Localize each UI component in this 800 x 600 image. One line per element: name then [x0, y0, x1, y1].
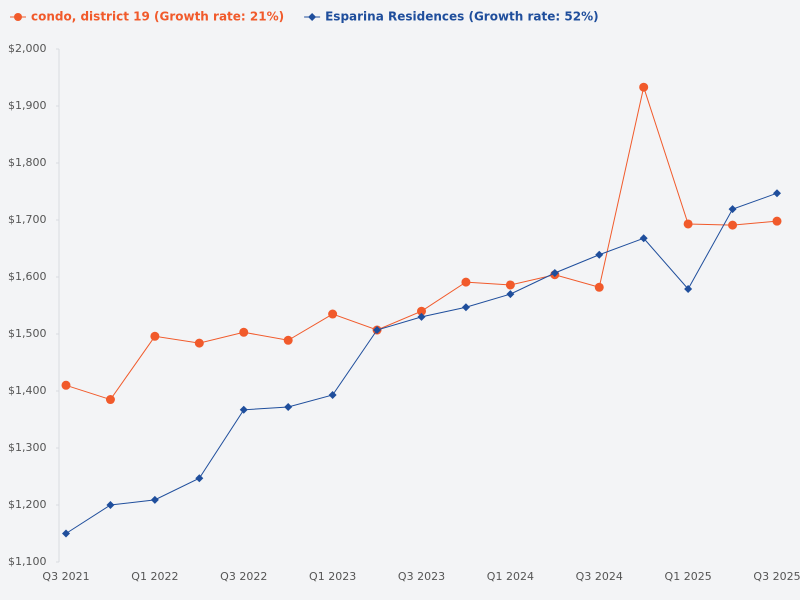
data-point: [328, 309, 338, 319]
data-point: [328, 390, 337, 399]
data-point: [639, 82, 649, 92]
y-tick-label: $1,200: [8, 498, 47, 511]
y-tick-label: $1,900: [8, 99, 47, 112]
legend-label: Esparina Residences (Growth rate: 52%): [325, 10, 598, 24]
y-tick-label: $1,400: [8, 384, 47, 397]
data-point: [639, 234, 648, 243]
legend-item: Esparina Residences (Growth rate: 52%): [304, 10, 599, 24]
legend-label: condo, district 19 (Growth rate: 21%): [31, 10, 284, 24]
data-point: [106, 501, 115, 509]
data-point: [595, 250, 604, 259]
data-point: [195, 474, 204, 483]
y-tick-label: $1,500: [8, 327, 47, 340]
y-tick-label: $1,100: [8, 555, 47, 568]
y-tick-label: $1,700: [8, 213, 47, 226]
data-point: [194, 338, 204, 348]
data-point: [417, 312, 426, 321]
x-tick-label: Q3 2023: [398, 570, 445, 583]
x-tick-label: Q3 2024: [576, 570, 623, 583]
data-point: [373, 326, 382, 335]
data-point: [461, 277, 471, 287]
x-tick-label: Q1 2022: [131, 570, 178, 583]
data-point: [308, 13, 317, 21]
data-point: [506, 290, 515, 299]
y-tick-label: $1,300: [8, 441, 47, 454]
series: [62, 189, 781, 538]
data-point: [772, 216, 782, 226]
y-tick-label: $1,800: [8, 156, 47, 169]
data-point: [684, 284, 693, 293]
data-point: [505, 280, 515, 290]
data-point: [728, 205, 737, 214]
data-point: [283, 335, 293, 345]
data-point: [550, 269, 559, 278]
series: [61, 82, 782, 405]
data-point: [239, 405, 248, 414]
x-tick-label: Q3 2021: [42, 570, 89, 583]
series-line: [65, 85, 778, 401]
data-point: [150, 331, 160, 341]
data-point: [773, 189, 781, 198]
x-tick-label: Q3 2025: [753, 570, 800, 583]
y-tick-label: $1,600: [8, 270, 47, 283]
data-point: [61, 380, 71, 390]
x-tick-label: Q1 2025: [665, 570, 712, 583]
data-point: [461, 303, 470, 312]
series-line: [65, 192, 778, 534]
x-tick-label: Q1 2023: [309, 570, 356, 583]
data-point: [417, 306, 426, 316]
data-point: [284, 402, 293, 411]
data-point: [62, 529, 70, 538]
data-point: [14, 13, 22, 21]
y-tick-label: $2,000: [8, 42, 47, 55]
x-tick-label: Q1 2024: [487, 570, 534, 583]
data-point: [105, 395, 115, 405]
legend-item: condo, district 19 (Growth rate: 21%): [10, 10, 284, 24]
data-point: [594, 282, 604, 292]
data-point: [239, 327, 249, 337]
x-tick-label: Q3 2022: [220, 570, 267, 583]
data-point: [728, 220, 738, 230]
data-point: [683, 219, 693, 229]
data-point: [150, 495, 159, 504]
